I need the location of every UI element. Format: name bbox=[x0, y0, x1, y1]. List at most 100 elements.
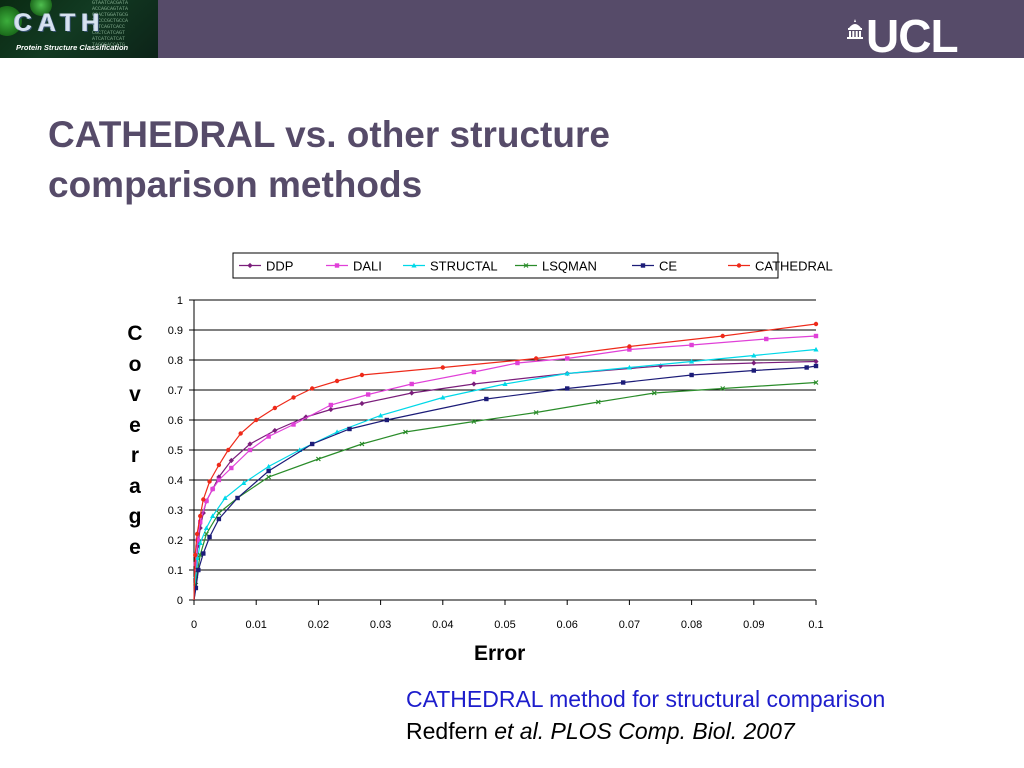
data-point-cathedral bbox=[207, 479, 212, 484]
data-point-cathedral bbox=[238, 431, 243, 436]
data-point-dali bbox=[193, 561, 199, 567]
data-point-cathedral bbox=[813, 321, 819, 327]
y-axis-title-letter: v bbox=[129, 383, 141, 406]
series-line-lsqman bbox=[193, 381, 817, 601]
data-point-structal bbox=[751, 352, 757, 358]
caption-author: Redfern bbox=[406, 718, 495, 744]
data-point-cathedral bbox=[194, 531, 200, 537]
y-tick-label: 0.9 bbox=[168, 325, 183, 337]
legend-label: STRUCTAL bbox=[430, 259, 498, 274]
data-point-dali bbox=[689, 342, 694, 348]
legend-label: CATHEDRAL bbox=[755, 259, 833, 274]
x-tick-label: 0.07 bbox=[619, 619, 640, 631]
data-point-structal bbox=[222, 495, 228, 500]
y-tick-label: 0.1 bbox=[168, 565, 183, 577]
data-point-dali bbox=[266, 434, 271, 439]
data-point-ddp bbox=[751, 360, 757, 366]
y-axis-title-letter: r bbox=[130, 444, 140, 467]
legend-box bbox=[232, 252, 779, 279]
data-point-ce bbox=[201, 551, 206, 556]
data-point-dali bbox=[565, 356, 570, 361]
molecule-icon bbox=[0, 6, 22, 36]
data-point-lsqman bbox=[533, 410, 539, 415]
y-tick-label: 1 bbox=[177, 295, 183, 307]
data-point-lsqman bbox=[359, 441, 365, 447]
data-point-structal bbox=[502, 381, 508, 386]
y-axis-title-letter: o bbox=[128, 352, 142, 376]
data-point-cathedral bbox=[272, 405, 278, 411]
data-point-structal bbox=[203, 525, 210, 530]
x-tick-label: 0.04 bbox=[432, 619, 453, 631]
data-point-lsqman bbox=[216, 510, 222, 516]
y-tick-label: 0.5 bbox=[168, 445, 183, 457]
x-tick-label: 0.03 bbox=[370, 619, 391, 631]
data-point-dali bbox=[195, 537, 200, 543]
data-point-ddp bbox=[328, 406, 334, 413]
series-line-cathedral bbox=[193, 323, 817, 601]
data-point-cathedral bbox=[198, 513, 203, 519]
data-point-structal bbox=[626, 364, 632, 370]
data-point-dali bbox=[365, 392, 371, 397]
data-point-ce bbox=[565, 386, 570, 391]
data-point-lsqman bbox=[403, 429, 408, 435]
data-point-cathedral bbox=[627, 344, 632, 349]
slide-title: CATHEDRAL vs. other structure comparison… bbox=[48, 114, 610, 205]
ucl-logo-text: UCL bbox=[866, 10, 959, 62]
caption-journal: et al. PLOS Comp. Biol. 2007 bbox=[494, 718, 795, 744]
data-point-cathedral bbox=[334, 378, 340, 384]
legend-label: DDP bbox=[266, 259, 293, 274]
y-tick-label: 0.7 bbox=[168, 385, 183, 397]
data-point-ce bbox=[384, 417, 390, 423]
x-axis-title: Error bbox=[474, 642, 526, 665]
data-point-dali bbox=[210, 486, 215, 492]
y-axis-title-letter: C bbox=[127, 322, 143, 345]
data-point-ddp bbox=[272, 427, 278, 434]
legend-swatch-marker bbox=[247, 262, 253, 269]
header-bar: GTAATCACGATA ACCAGCAGTATA CGACTGGATGCG T… bbox=[0, 0, 1024, 62]
data-point-dali bbox=[229, 465, 234, 471]
data-point-ddp bbox=[471, 381, 477, 387]
legend-label: LSQMAN bbox=[542, 259, 597, 274]
data-point-structal bbox=[564, 370, 570, 376]
citation-caption: CATHEDRAL method for structural comparis… bbox=[406, 683, 885, 747]
data-point-ce bbox=[196, 567, 201, 573]
data-point-dali bbox=[198, 519, 203, 525]
data-point-lsqman bbox=[471, 419, 477, 424]
data-point-cathedral bbox=[291, 395, 296, 400]
data-point-cathedral bbox=[254, 417, 259, 423]
data-point-dali bbox=[764, 336, 769, 342]
data-point-ce bbox=[751, 368, 756, 373]
data-point-structal bbox=[378, 412, 384, 418]
data-point-ddp bbox=[247, 441, 253, 447]
data-point-dali bbox=[515, 360, 520, 366]
data-point-structal bbox=[197, 540, 203, 545]
data-point-structal bbox=[210, 513, 216, 518]
data-point-ce bbox=[484, 396, 489, 402]
data-point-ddp bbox=[359, 400, 365, 407]
data-point-cathedral bbox=[720, 333, 725, 339]
dna-sequence: GTAATCACGATA ACCAGCAGTATA CGACTGGATGCG T… bbox=[92, 0, 129, 48]
data-point-ce bbox=[216, 516, 222, 522]
data-point-cathedral bbox=[440, 365, 445, 370]
data-point-dali bbox=[627, 347, 632, 352]
data-point-structal bbox=[440, 394, 446, 400]
y-tick-label: 0 bbox=[177, 595, 183, 607]
data-point-ce bbox=[193, 585, 199, 591]
data-point-dali bbox=[247, 447, 253, 453]
data-point-lsqman bbox=[595, 399, 601, 405]
series-line-ce bbox=[193, 365, 817, 601]
data-point-cathedral bbox=[201, 497, 206, 502]
data-point-dali bbox=[813, 333, 819, 339]
legend-swatch-marker bbox=[334, 263, 340, 268]
data-point-structal bbox=[241, 480, 247, 485]
y-axis-title-letter: a bbox=[129, 474, 141, 498]
molecule-icon-2 bbox=[30, 0, 52, 16]
y-axis-title-letter: e bbox=[129, 413, 141, 437]
data-point-ddp bbox=[228, 457, 234, 464]
legend-swatch-marker bbox=[411, 262, 417, 268]
data-point-ce bbox=[347, 426, 352, 432]
data-point-lsqman bbox=[813, 380, 819, 385]
x-tick-label: 0.06 bbox=[556, 619, 577, 631]
x-tick-label: 0.02 bbox=[308, 619, 329, 631]
